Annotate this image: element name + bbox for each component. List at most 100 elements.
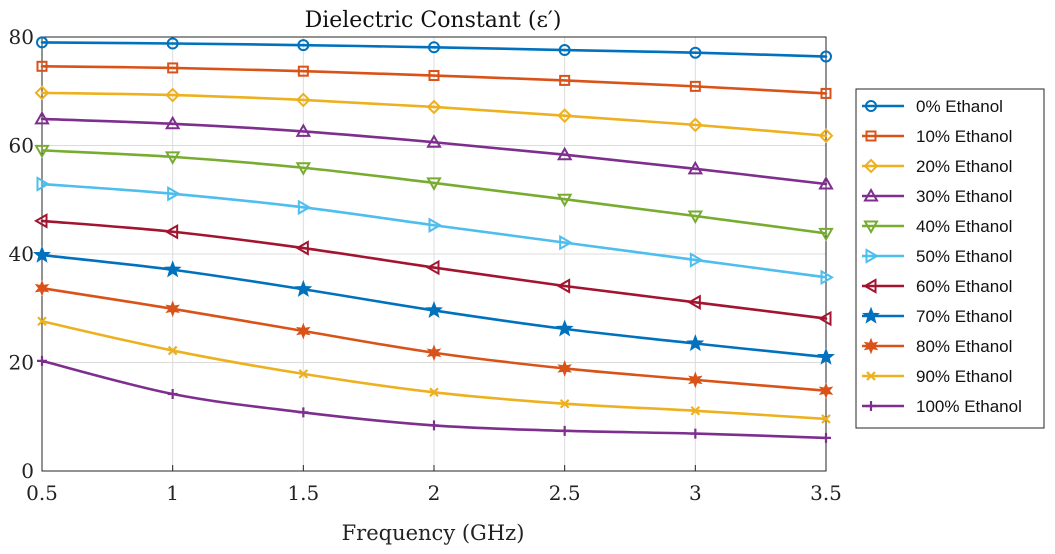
data-point: [426, 99, 442, 115]
data-point: [820, 269, 835, 286]
data-point: [295, 240, 309, 256]
legend-label: 0% Ethanol: [916, 97, 1003, 116]
legend-marker: [866, 401, 876, 411]
data-point: [687, 117, 703, 133]
legend-item[interactable]: 90% Ethanol: [862, 367, 1012, 386]
data-point: [429, 420, 439, 431]
legend-label: 80% Ethanol: [916, 337, 1012, 356]
chart-title: Dielectric Constant (ε′): [305, 8, 562, 33]
data-point: [167, 345, 178, 356]
data-point: [425, 301, 443, 319]
data-point: [297, 199, 312, 216]
series-100-percent-ethanol: [37, 355, 831, 443]
data-point: [33, 245, 51, 263]
series-line: [40, 182, 828, 279]
legend-item[interactable]: 40% Ethanol: [862, 217, 1012, 236]
legend-marker: [865, 130, 877, 142]
data-point: [33, 213, 48, 229]
data-point: [163, 260, 182, 278]
legend-item[interactable]: 60% Ethanol: [862, 277, 1012, 296]
data-point: [164, 115, 181, 130]
data-point: [34, 144, 50, 159]
legend-marker: [863, 187, 879, 202]
legend-item[interactable]: 80% Ethanol: [862, 337, 1012, 356]
legend-marker: [862, 306, 880, 324]
series-0-percent-ethanol: [36, 36, 832, 63]
data-point: [817, 310, 832, 327]
data-point: [556, 193, 573, 208]
legend-label: 40% Ethanol: [916, 217, 1012, 236]
series-line: [40, 91, 828, 138]
data-point: [296, 322, 311, 340]
data-point: [690, 428, 701, 439]
data-point: [558, 44, 571, 57]
x-tick-label: 1.5: [287, 481, 319, 505]
data-point: [166, 37, 179, 50]
data-point: [164, 151, 181, 165]
legend-label: 100% Ethanol: [916, 397, 1022, 416]
data-point: [36, 60, 48, 72]
data-point: [687, 294, 701, 311]
legend-item[interactable]: 50% Ethanol: [862, 247, 1012, 266]
legend-item[interactable]: 20% Ethanol: [862, 157, 1012, 176]
series-line: [40, 41, 828, 58]
data-point: [559, 425, 570, 436]
y-tick-label: 0: [21, 459, 34, 483]
legend-label: 50% Ethanol: [916, 247, 1012, 266]
data-point: [298, 369, 309, 379]
data-point: [559, 234, 573, 251]
data-point: [556, 278, 571, 294]
x-axis-title: Frequency (GHz): [342, 521, 525, 545]
data-point: [687, 160, 704, 175]
x-tick-label: 0.5: [26, 481, 58, 505]
legend-item[interactable]: 100% Ethanol: [862, 397, 1022, 416]
legend-item[interactable]: 0% Ethanol: [862, 97, 1003, 116]
legend-marker: [863, 220, 879, 235]
legend[interactable]: 0% Ethanol 10% Ethanol 20% Ethanol 30% Etha…: [855, 88, 1045, 429]
data-point: [820, 50, 832, 63]
y-tick-label: 60: [9, 134, 34, 158]
legend-marker: [865, 248, 880, 264]
data-point: [818, 176, 834, 190]
data-point: [426, 134, 442, 148]
data-point: [294, 279, 313, 297]
data-point: [165, 300, 180, 318]
data-point: [428, 217, 443, 233]
x-tick-label: 1: [166, 481, 179, 505]
legend-label: 90% Ethanol: [916, 367, 1012, 386]
data-point: [167, 186, 181, 202]
legend-label: 60% Ethanol: [916, 277, 1012, 296]
data-point: [555, 319, 574, 337]
y-tick-label: 40: [9, 242, 34, 266]
legend-item[interactable]: 30% Ethanol: [862, 187, 1012, 206]
data-point: [428, 41, 440, 54]
data-point: [686, 334, 705, 352]
series-line: [40, 117, 828, 186]
y-tick-label: 80: [9, 25, 34, 49]
legend-item[interactable]: 70% Ethanol: [862, 306, 1012, 326]
legend-marker: [863, 337, 879, 355]
series-line: [40, 65, 828, 95]
data-point: [690, 406, 701, 416]
legend-item[interactable]: 10% Ethanol: [862, 127, 1012, 146]
legend-marker: [865, 100, 877, 112]
series-30-percent-ethanol: [34, 110, 834, 190]
y-tick-label: 20: [9, 351, 34, 375]
data-point: [167, 62, 179, 74]
data-point: [426, 177, 442, 191]
x-tick-label: 3: [689, 481, 702, 505]
legend-marker: [862, 278, 877, 294]
data-point: [817, 347, 835, 365]
data-point: [164, 224, 179, 240]
data-point: [687, 210, 704, 225]
data-point: [688, 371, 703, 389]
data-point: [36, 176, 51, 192]
data-point: [295, 123, 312, 137]
series-60-percent-ethanol: [33, 213, 832, 327]
series-line: [40, 149, 828, 235]
data-point: [821, 432, 831, 443]
data-point: [295, 162, 312, 176]
x-tick-label: 2.5: [549, 481, 581, 505]
data-point: [425, 259, 440, 276]
